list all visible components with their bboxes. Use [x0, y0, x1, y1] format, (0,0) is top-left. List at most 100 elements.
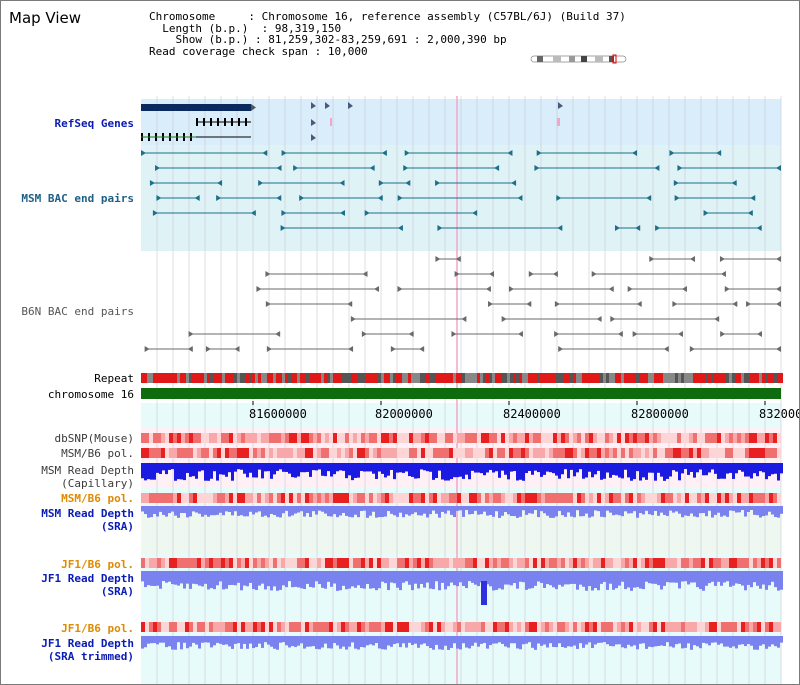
msm-capillary-depth — [363, 463, 366, 472]
repeat-block — [462, 373, 465, 383]
jf1-sra-depth — [642, 571, 645, 590]
msm-b6-pol-strip — [613, 448, 617, 458]
dbsnp-strip — [393, 433, 397, 443]
dbsnp-strip — [577, 433, 581, 443]
jf1-sra-depth — [474, 571, 477, 585]
jf1-trimmed-depth — [699, 636, 702, 649]
msm-b6-pol-strip — [517, 448, 521, 458]
jf1-b6-pol-strip — [337, 622, 341, 632]
repeat-block — [657, 373, 660, 383]
jf1-b6-pol-strip — [773, 622, 777, 632]
jf1-sra-depth — [177, 571, 180, 586]
jf1-trimmed-depth — [285, 636, 288, 646]
jf1-trimmed-depth — [525, 636, 528, 644]
msm-b6-pol-strip — [489, 493, 493, 503]
msm-capillary-depth — [681, 463, 684, 474]
repeat-block — [600, 373, 603, 383]
dbsnp-strip — [405, 433, 409, 443]
msm-b6-pol-strip — [693, 448, 697, 458]
msm-b6-pol-strip — [309, 493, 313, 503]
msm-bac-pair-end — [397, 225, 403, 231]
dbsnp-strip — [585, 433, 589, 443]
track-label-jf1-b6-pol-1: JF1/B6 pol. — [61, 558, 134, 571]
msm-bac-pair-end — [437, 225, 443, 231]
jf1-b6-pol-strip — [553, 622, 557, 632]
jf1-sra-depth — [360, 571, 363, 589]
jf1-b6-pol-strip — [537, 558, 541, 568]
jf1-b6-pol-strip — [649, 622, 653, 632]
refseq-exon — [203, 118, 205, 126]
msm-sra-depth — [381, 506, 384, 518]
jf1-trimmed-depth — [657, 636, 660, 647]
jf1-trimmed-depth — [360, 636, 363, 648]
msm-capillary-depth — [504, 463, 507, 475]
jf1-trimmed-depth — [417, 636, 420, 648]
jf1-sra-depth — [237, 571, 240, 583]
msm-bac-pair-end — [703, 210, 709, 216]
jf1-trimmed-depth — [243, 636, 246, 644]
jf1-trimmed-depth — [345, 636, 348, 650]
repeat-block — [492, 373, 495, 383]
msm-b6-pol-strip — [381, 493, 385, 503]
jf1-b6-pol-strip — [513, 558, 517, 568]
msm-b6-pol-strip — [221, 493, 225, 503]
jf1-b6-pol-strip — [485, 558, 489, 568]
msm-b6-pol-strip — [661, 448, 665, 458]
jf1-b6-pol-strip — [401, 622, 405, 632]
repeat-block — [225, 373, 228, 383]
msm-b6-pol-strip — [257, 493, 261, 503]
msm-sra-depth — [609, 506, 612, 513]
msm-capillary-depth — [546, 463, 549, 472]
msm-sra-depth — [369, 506, 372, 516]
jf1-b6-pol-strip — [657, 558, 661, 568]
msm-b6-pol-strip — [509, 493, 513, 503]
msm-sra-depth — [738, 506, 741, 513]
repeat-block — [147, 373, 150, 383]
msm-sra-depth — [234, 506, 237, 512]
track-label-msm-depth-cap: MSM Read Depth — [41, 464, 134, 477]
msm-sra-depth — [231, 506, 234, 516]
msm-b6-pol-strip — [585, 448, 589, 458]
track-label-msm-bac[interactable]: MSM BAC end pairs — [21, 192, 134, 205]
msm-sra-depth — [213, 506, 216, 516]
msm-sra-depth — [153, 506, 156, 514]
b6n-bac-pair-end — [397, 286, 403, 292]
b6n-bac-pair-end — [672, 301, 678, 307]
jf1-b6-pol-strip — [505, 622, 509, 632]
dbsnp-strip — [341, 433, 345, 443]
jf1-trimmed-depth — [150, 636, 153, 644]
dbsnp-strip — [697, 433, 701, 443]
jf1-b6-pol-strip — [153, 558, 157, 568]
dbsnp-strip — [609, 433, 613, 443]
track-label-refseq[interactable]: RefSeq Genes — [54, 117, 134, 130]
b6n-bac-pair-end — [350, 316, 356, 322]
jf1-trimmed-depth — [564, 636, 567, 648]
msm-b6-pol-strip — [593, 448, 597, 458]
msm-b6-pol-strip — [777, 493, 781, 503]
msm-bac-pair-end — [262, 150, 268, 156]
jf1-trimmed-depth — [504, 636, 507, 647]
msm-b6-pol-strip — [209, 493, 213, 503]
msm-sra-depth — [321, 506, 324, 512]
msm-b6-pol-strip — [557, 493, 561, 503]
msm-bac-pair-end — [378, 180, 384, 186]
jf1-b6-pol-strip — [649, 558, 653, 568]
track-label-b6n-bac[interactable]: B6N BAC end pairs — [21, 305, 134, 318]
repeat-block — [675, 373, 678, 383]
dbsnp-strip — [725, 433, 729, 443]
jf1-trimmed-depth — [450, 636, 453, 648]
jf1-sra-depth — [207, 571, 210, 590]
chromosome-ideogram[interactable] — [529, 54, 629, 64]
jf1-trimmed-depth — [717, 636, 720, 645]
jf1-b6-pol-strip — [493, 558, 497, 568]
dbsnp-strip — [437, 433, 441, 443]
msm-sra-depth — [645, 506, 648, 511]
dbsnp-strip — [749, 433, 753, 443]
msm-capillary-depth — [729, 463, 732, 473]
msm-bac-pair-end — [381, 150, 387, 156]
jf1-b6-pol-strip — [385, 622, 389, 632]
repeat-block — [273, 373, 276, 383]
msm-sra-depth — [777, 506, 780, 518]
jf1-sra-depth — [636, 571, 639, 588]
msm-b6-pol-strip — [205, 448, 209, 458]
